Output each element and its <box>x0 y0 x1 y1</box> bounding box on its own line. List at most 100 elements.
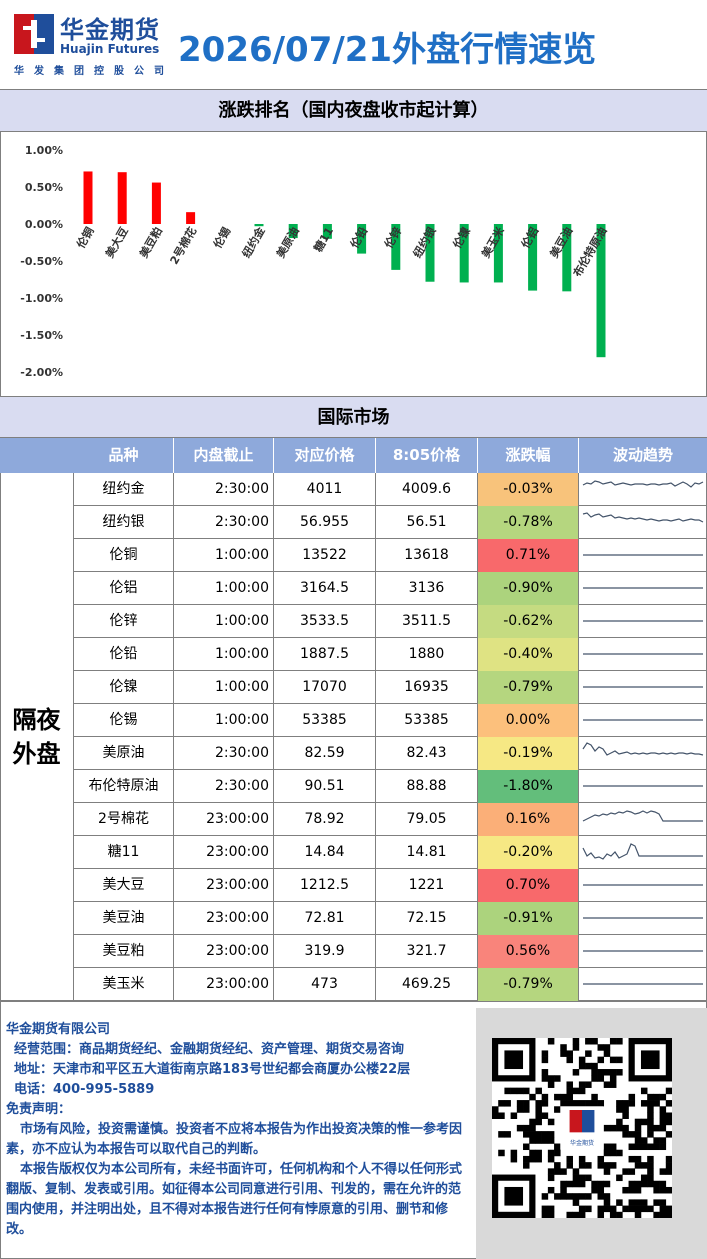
cell-price-805: 3136 <box>376 572 478 605</box>
category-label: 美大豆 <box>102 225 131 261</box>
sparkline-cell <box>579 803 707 836</box>
sparkline <box>582 843 703 860</box>
table-row: 纽约金 2:30:00 4011 4009.6 -0.03% <box>74 473 707 506</box>
sparkline <box>583 917 703 919</box>
brand-subtitle: 华发集团控股公司 <box>14 66 174 77</box>
change-ranking-chart: 1.00% 0.50% 0.00% -0.50% -1.00% -1.50% -2.00% 伦… <box>0 132 707 396</box>
category-label: 纽约银 <box>410 224 439 260</box>
sparkline <box>583 719 703 721</box>
sparkline-cell <box>579 737 707 770</box>
table-row: 伦锌 1:00:00 3533.5 3511.5 -0.62% <box>74 605 707 638</box>
brand-name-en: Huajin Futures <box>60 42 160 56</box>
y-tick-label: -1.50% <box>20 329 63 342</box>
bar-美豆油 <box>562 224 572 292</box>
bar-伦铅 <box>357 224 367 254</box>
cell-cutoff: 1:00:00 <box>174 605 274 638</box>
qr-logo-text: 华金期货 <box>570 1139 594 1147</box>
qr-code-panel: 华金期货 <box>476 1008 707 1259</box>
cell-change: -1.80% <box>478 770 579 803</box>
cell-cutoff: 1:00:00 <box>174 572 274 605</box>
sparkline-cell <box>579 671 707 704</box>
disclaimer-paragraph-2: 本报告版权仅为本公司所有，未经书面许可，任何机构和个人不得以任何形式翻版、复制、… <box>6 1162 463 1237</box>
disclaimer-title: 免责声明： <box>6 1102 72 1117</box>
cell-variety: 伦锌 <box>74 605 174 638</box>
cell-change: -0.62% <box>478 605 579 638</box>
sparkline <box>583 554 703 556</box>
y-tick-label: 1.00% <box>25 144 63 157</box>
sparkline-cell <box>579 935 707 968</box>
cell-cutoff: 23:00:00 <box>174 869 274 902</box>
cell-price: 78.92 <box>274 803 376 836</box>
category-label: 伦锌 <box>381 225 404 251</box>
cell-price: 90.51 <box>274 770 376 803</box>
sparkline <box>583 950 703 952</box>
cell-price-805: 3511.5 <box>376 605 478 638</box>
category-label: 美原油 <box>273 225 302 261</box>
bar-布伦特原油 <box>596 224 606 358</box>
cell-price-805: 53385 <box>376 704 478 737</box>
cell-variety: 2号棉花 <box>74 803 174 836</box>
bar-糖11 <box>322 224 332 239</box>
cell-change: 0.00% <box>478 704 579 737</box>
cell-price-805: 4009.6 <box>376 473 478 506</box>
footer-address: 地址：天津市和平区五大道街南京路183号世纪都会商厦办公楼22层 <box>14 1062 411 1077</box>
bar-美豆粕 <box>151 182 161 224</box>
cell-price: 56.955 <box>274 506 376 539</box>
sparkline <box>582 512 704 523</box>
cell-variety: 伦铅 <box>74 638 174 671</box>
sparkline-cell <box>579 704 707 737</box>
cell-variety: 纽约银 <box>74 506 174 539</box>
table-row: 美原油 2:30:00 82.59 82.43 -0.19% <box>74 737 707 770</box>
category-label: 纽约金 <box>239 224 268 260</box>
header: 华金期货 Huajin Futures 华发集团控股公司 2026/07/21外… <box>0 0 707 90</box>
company-logo-icon <box>14 14 54 54</box>
sparkline-path <box>582 810 703 822</box>
cell-cutoff: 1:00:00 <box>174 539 274 572</box>
cell-change: -0.91% <box>478 902 579 935</box>
bar-chart-svg: 1.00% 0.50% 0.00% -0.50% -1.00% -1.50% -2.00% 伦… <box>20 144 609 379</box>
cell-change: -0.79% <box>478 671 579 704</box>
sparkline <box>583 785 703 787</box>
sparkline <box>583 983 703 985</box>
category-label: 伦铅 <box>347 225 370 251</box>
cell-price: 72.81 <box>274 902 376 935</box>
cell-change: 0.16% <box>478 803 579 836</box>
footer: 华金期货有限公司 经营范围：商品期货经纪、金融期货经纪、资产管理、期货交易咨询 … <box>0 1001 707 1259</box>
bar-美玉米 <box>493 224 503 283</box>
cell-price: 13522 <box>274 539 376 572</box>
category-label: 美玉米 <box>478 224 507 260</box>
table-row: 伦铅 1:00:00 1887.5 1880 -0.40% <box>74 638 707 671</box>
cell-change: 0.56% <box>478 935 579 968</box>
y-tick-label: 0.50% <box>25 181 63 194</box>
category-label: 2号棉花 <box>167 225 199 267</box>
bar-纽约银 <box>425 224 435 282</box>
y-tick-label: -0.50% <box>20 255 63 268</box>
table-row: 美大豆 23:00:00 1212.5 1221 0.70% <box>74 869 707 902</box>
table-row: 美豆油 23:00:00 72.81 72.15 -0.91% <box>74 902 707 935</box>
sparkline-path <box>582 843 703 860</box>
page-title: 2026/07/21外盘行情速览 <box>178 30 597 70</box>
category-label: 伦锡 <box>210 225 233 251</box>
bar-伦铜 <box>83 171 93 224</box>
cell-change: -0.03% <box>478 473 579 506</box>
overnight-label: 隔夜外盘 <box>0 473 74 1001</box>
cell-price-805: 88.88 <box>376 770 478 803</box>
sparkline-cell <box>579 869 707 902</box>
cell-price-805: 1221 <box>376 869 478 902</box>
sparkline-cell <box>579 968 707 1001</box>
cell-price: 473 <box>274 968 376 1001</box>
sparkline-cell <box>579 605 707 638</box>
qr-code-icon: 华金期货 <box>492 1038 673 1219</box>
cell-variety: 伦锡 <box>74 704 174 737</box>
cell-price-805: 72.15 <box>376 902 478 935</box>
sparkline <box>583 620 703 622</box>
intl-market-section-title: 国际市场 <box>0 396 707 438</box>
header-trend: 波动趋势 <box>612 446 673 464</box>
header-price-805: 8:05价格 <box>376 438 478 473</box>
cell-price-805: 13618 <box>376 539 478 572</box>
category-label: 美豆粕 <box>136 225 165 261</box>
sparkline <box>582 810 703 822</box>
cell-variety: 纽约金 <box>74 473 174 506</box>
cell-price: 319.9 <box>274 935 376 968</box>
cell-price: 4011 <box>274 473 376 506</box>
